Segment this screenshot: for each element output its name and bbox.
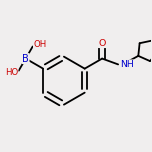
Text: B: B (22, 54, 29, 64)
Text: O: O (98, 39, 106, 48)
Text: OH: OH (33, 40, 47, 49)
Text: HO: HO (5, 68, 18, 77)
Text: NH: NH (120, 60, 133, 69)
